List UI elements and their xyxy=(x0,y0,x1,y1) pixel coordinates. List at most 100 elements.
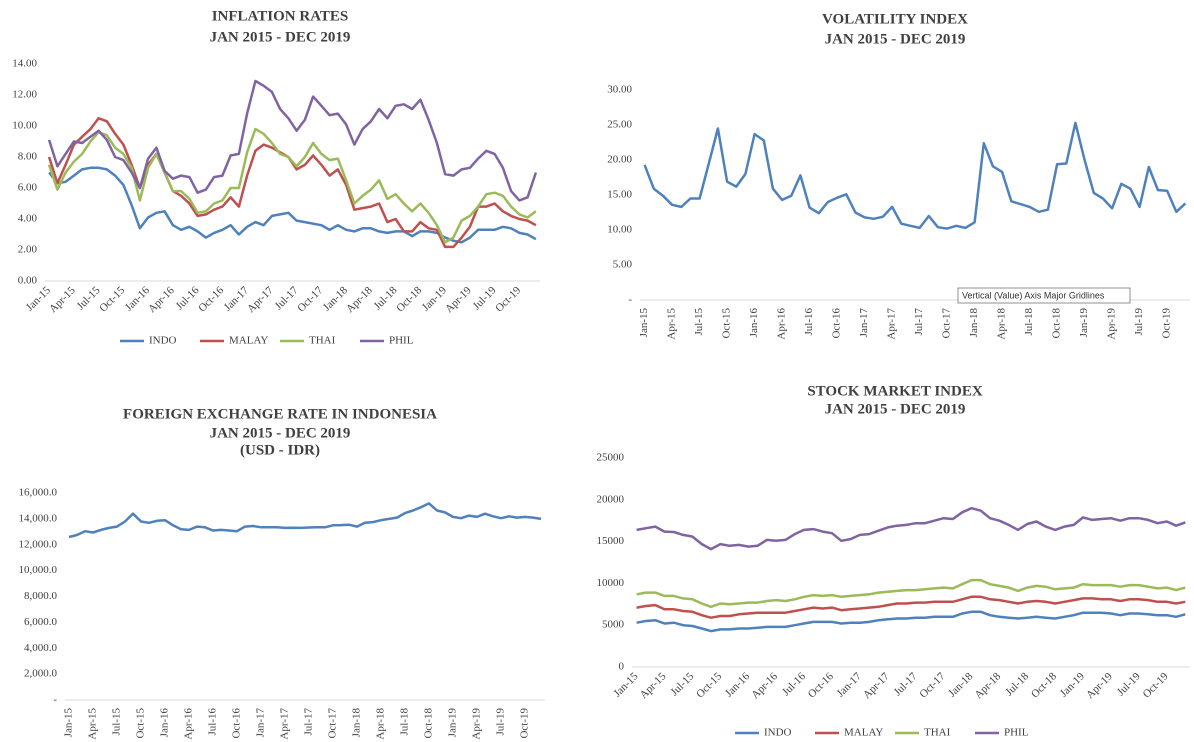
x-tick-label: Oct-17 xyxy=(327,708,339,739)
legend-label: MALAY xyxy=(844,727,883,739)
x-tick-label: Oct-17 xyxy=(941,308,953,339)
series-line xyxy=(47,79,538,202)
x-tick-label: Apr-15 xyxy=(87,708,99,740)
y-tick-label: 8.00 xyxy=(18,151,38,163)
x-tick-label: Jul-18 xyxy=(1023,308,1035,336)
x-tick-label: Oct-16 xyxy=(831,308,843,339)
x-tick-label: Apr-16 xyxy=(776,308,788,340)
x-tick-label: Jan-16 xyxy=(723,670,753,700)
x-tick-label: Apr-19 xyxy=(1106,308,1118,340)
y-tick-label: 5.00 xyxy=(613,259,633,271)
x-tick-label: Oct-19 xyxy=(519,708,531,739)
x-tick-label: Oct-19 xyxy=(1141,670,1171,700)
chart-subtitle: (USD - IDR) xyxy=(240,442,320,458)
x-tick-label: Oct-16 xyxy=(806,670,836,700)
x-tick-label: Jan-17 xyxy=(255,708,267,738)
x-tick-label: Jul-19 xyxy=(495,708,507,736)
x-tick-label: Oct-18 xyxy=(423,708,435,739)
x-tick-label: Apr-16 xyxy=(749,670,780,701)
y-tick-label: 2,000.0 xyxy=(24,668,58,680)
data-line xyxy=(68,502,542,539)
y-tick-label: 25000 xyxy=(597,452,625,464)
x-tick-label: Jul-15 xyxy=(693,308,705,336)
y-tick-label: 16,000.0 xyxy=(19,487,58,499)
x-tick-label: Jan-18 xyxy=(946,670,976,700)
x-tick-label: Oct-17 xyxy=(295,284,325,314)
legend-label: INDO xyxy=(149,335,177,347)
chart-subtitle: JAN 2015 - DEC 2019 xyxy=(825,401,966,417)
x-tick-label: Jul-17 xyxy=(913,308,925,336)
x-tick-label: Jul-19 xyxy=(1115,670,1143,698)
x-tick-label: Jan-17 xyxy=(858,308,870,338)
y-tick-label: 10.00 xyxy=(607,224,632,236)
y-tick-label: 12.00 xyxy=(12,89,37,101)
x-tick-label: Jul-16 xyxy=(803,308,815,336)
x-tick-label: Apr-19 xyxy=(443,284,474,315)
series-line xyxy=(47,127,537,244)
x-tick-label: Apr-17 xyxy=(886,308,898,340)
x-tick-label: Jul-16 xyxy=(207,708,219,736)
x-tick-label: Apr-19 xyxy=(471,708,483,740)
chart-subtitle: JAN 2015 - DEC 2019 xyxy=(210,29,351,45)
x-tick-label: Apr-15 xyxy=(666,308,678,340)
x-tick-label: Oct-19 xyxy=(493,284,523,314)
chart-subtitle: JAN 2015 - DEC 2019 xyxy=(210,425,351,441)
x-tick-label: Apr-16 xyxy=(146,284,177,315)
x-tick-label: Jan-17 xyxy=(835,670,865,700)
series-line xyxy=(636,595,1186,619)
y-tick-label: 15.00 xyxy=(607,189,632,201)
x-tick-label: Jan-15 xyxy=(638,308,650,338)
y-tick-label: 8,000.0 xyxy=(24,590,58,602)
chart-title: FOREIGN EXCHANGE RATE IN INDONESIA xyxy=(123,406,437,422)
y-tick-label: 10,000.0 xyxy=(19,564,58,576)
y-tick-label: 6,000.0 xyxy=(24,616,58,628)
y-tick-label: 0.00 xyxy=(18,275,38,287)
chart-subtitle: JAN 2015 - DEC 2019 xyxy=(825,31,966,47)
x-tick-label: Apr-17 xyxy=(861,670,892,701)
x-tick-label: Jul-19 xyxy=(1133,308,1145,336)
x-tick-label: Jan-15 xyxy=(63,708,75,738)
x-tick-label: Apr-16 xyxy=(183,708,195,740)
legend-label: THAI xyxy=(924,727,951,739)
x-tick-label: Apr-18 xyxy=(344,284,375,315)
y-tick-label: 10.00 xyxy=(12,120,37,132)
y-tick-label: 30.00 xyxy=(607,84,632,96)
y-tick-label: - xyxy=(53,694,57,706)
tooltip: Vertical (Value) Axis Major Gridlines xyxy=(962,290,1105,300)
x-tick-label: Apr-17 xyxy=(245,284,276,315)
legend-label: INDO xyxy=(764,727,792,739)
x-tick-label: Jan-16 xyxy=(159,708,171,738)
y-tick-label: 2.00 xyxy=(18,244,38,256)
series-line xyxy=(636,578,1186,609)
y-tick-label: - xyxy=(628,294,632,306)
series-line xyxy=(636,610,1186,633)
x-tick-label: Jan-18 xyxy=(351,708,363,738)
chart-title: VOLATILITY INDEX xyxy=(822,11,968,27)
chart-title: INFLATION RATES xyxy=(212,8,349,24)
x-tick-label: Jul-16 xyxy=(780,670,808,698)
x-tick-label: Jan-18 xyxy=(968,308,980,338)
x-tick-label: Oct-15 xyxy=(97,284,127,314)
x-tick-label: Apr-18 xyxy=(996,308,1008,340)
x-tick-label: Jan-19 xyxy=(1058,670,1088,700)
x-tick-label: Jul-18 xyxy=(399,708,411,736)
x-tick-label: Oct-16 xyxy=(231,708,243,739)
series-line xyxy=(48,166,537,244)
x-tick-label: Oct-18 xyxy=(394,284,424,314)
x-tick-label: Oct-15 xyxy=(694,670,724,700)
y-tick-label: 25.00 xyxy=(607,119,632,131)
x-tick-label: Jan-19 xyxy=(1078,308,1090,338)
x-tick-label: Oct-15 xyxy=(135,708,147,739)
x-tick-label: Oct-15 xyxy=(721,308,733,339)
y-tick-label: 14.00 xyxy=(12,58,37,70)
x-tick-label: Jan-15 xyxy=(611,670,641,700)
y-tick-label: 10000 xyxy=(597,577,625,589)
x-tick-label: Apr-18 xyxy=(375,708,387,740)
series-line xyxy=(636,506,1186,551)
x-tick-label: Jul-17 xyxy=(892,670,920,698)
x-tick-label: Jul-18 xyxy=(1003,670,1031,698)
legend-label: PHIL xyxy=(1004,727,1029,739)
y-tick-label: 4.00 xyxy=(18,213,38,225)
x-tick-label: Jan-16 xyxy=(748,308,760,338)
y-tick-label: 14,000.0 xyxy=(19,512,58,524)
